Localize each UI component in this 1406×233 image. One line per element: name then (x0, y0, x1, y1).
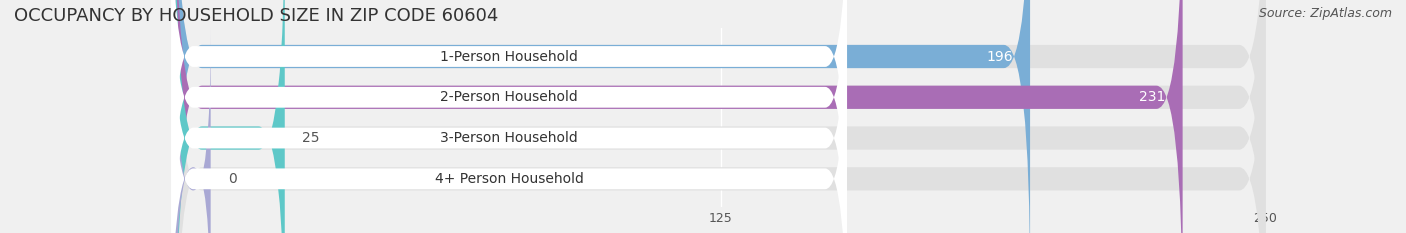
Text: 25: 25 (302, 131, 319, 145)
FancyBboxPatch shape (172, 0, 846, 233)
FancyBboxPatch shape (176, 0, 1265, 233)
FancyBboxPatch shape (176, 0, 1182, 233)
Text: 1-Person Household: 1-Person Household (440, 49, 578, 64)
Text: OCCUPANCY BY HOUSEHOLD SIZE IN ZIP CODE 60604: OCCUPANCY BY HOUSEHOLD SIZE IN ZIP CODE … (14, 7, 499, 25)
Text: 3-Person Household: 3-Person Household (440, 131, 578, 145)
FancyBboxPatch shape (176, 0, 1265, 233)
FancyBboxPatch shape (172, 0, 846, 233)
Text: 4+ Person Household: 4+ Person Household (434, 172, 583, 186)
Text: 231: 231 (1139, 90, 1166, 104)
Text: 2-Person Household: 2-Person Household (440, 90, 578, 104)
Text: Source: ZipAtlas.com: Source: ZipAtlas.com (1258, 7, 1392, 20)
FancyBboxPatch shape (172, 0, 846, 233)
FancyBboxPatch shape (176, 0, 1031, 233)
Text: 0: 0 (228, 172, 236, 186)
FancyBboxPatch shape (172, 0, 846, 233)
Text: 196: 196 (986, 49, 1012, 64)
FancyBboxPatch shape (176, 0, 1265, 233)
FancyBboxPatch shape (176, 27, 211, 233)
FancyBboxPatch shape (176, 0, 285, 233)
FancyBboxPatch shape (176, 0, 1265, 233)
